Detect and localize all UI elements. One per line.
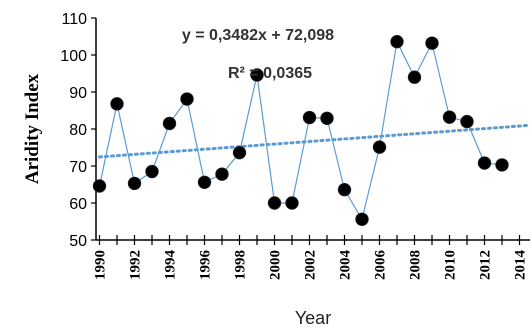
x-tick-label: 1996 — [198, 250, 214, 281]
series-layer — [98, 39, 503, 221]
data-point — [162, 116, 177, 131]
data-point — [145, 164, 159, 179]
data-point — [407, 70, 422, 84]
y-tick-label: 80 — [69, 122, 87, 139]
trendline-layer — [98, 123, 530, 159]
data-point — [390, 34, 404, 49]
data-point — [232, 145, 247, 160]
data-point — [442, 110, 457, 124]
data-point — [460, 114, 474, 129]
data-point — [355, 212, 369, 226]
data-point — [337, 182, 352, 197]
x-tick-label: 1994 — [163, 250, 179, 281]
data-point — [127, 176, 142, 191]
x-tick-label: 2008 — [408, 250, 424, 280]
x-tick-label: 2000 — [268, 250, 284, 280]
data-point — [180, 92, 194, 106]
x-tick-label: 2012 — [478, 250, 494, 280]
data-point — [92, 179, 107, 193]
data-point — [215, 167, 229, 181]
y-axis-title: Aridity Index — [22, 73, 43, 184]
data-point — [320, 111, 334, 125]
data-point — [110, 97, 124, 111]
data-point — [425, 36, 439, 50]
x-axis-title: Year — [295, 308, 331, 328]
y-tick-label: 100 — [60, 48, 87, 65]
data-point — [302, 110, 317, 125]
x-tick-label: 2010 — [443, 250, 459, 280]
x-tick-label: 2004 — [338, 250, 354, 281]
data-point — [477, 156, 492, 170]
trendline-equation: y = 0,3482x + 72,098 — [182, 27, 334, 44]
data-point — [250, 68, 264, 82]
data-point — [495, 158, 509, 172]
trendline — [98, 123, 530, 159]
series-line — [98, 39, 503, 221]
x-tick-label: 1992 — [128, 250, 144, 280]
x-tick-label: 1990 — [93, 250, 109, 280]
r-squared-label: R² = 0,0365 — [228, 65, 312, 82]
x-tick-label: 2002 — [303, 250, 319, 280]
y-tick-label: 90 — [69, 85, 87, 102]
x-tick-label: 2006 — [373, 250, 389, 281]
data-point — [285, 196, 299, 210]
x-ticks: 1990 1992 1994 1996 1998 2000 2002 2004 2006 2008… — [93, 235, 529, 280]
x-tick-label: 1998 — [233, 250, 249, 280]
y-tick-label: 70 — [69, 159, 87, 176]
marker-layer — [92, 34, 509, 226]
y-tick-label: 110 — [61, 11, 87, 28]
data-point — [372, 140, 387, 154]
data-point — [267, 196, 282, 210]
y-tick-label: 50 — [69, 233, 87, 250]
y-tick-label: 60 — [69, 196, 87, 213]
y-ticks: 50 60 70 80 90 100 110 — [60, 11, 96, 250]
data-point — [197, 175, 212, 189]
x-tick-label: 2014 — [513, 250, 529, 281]
